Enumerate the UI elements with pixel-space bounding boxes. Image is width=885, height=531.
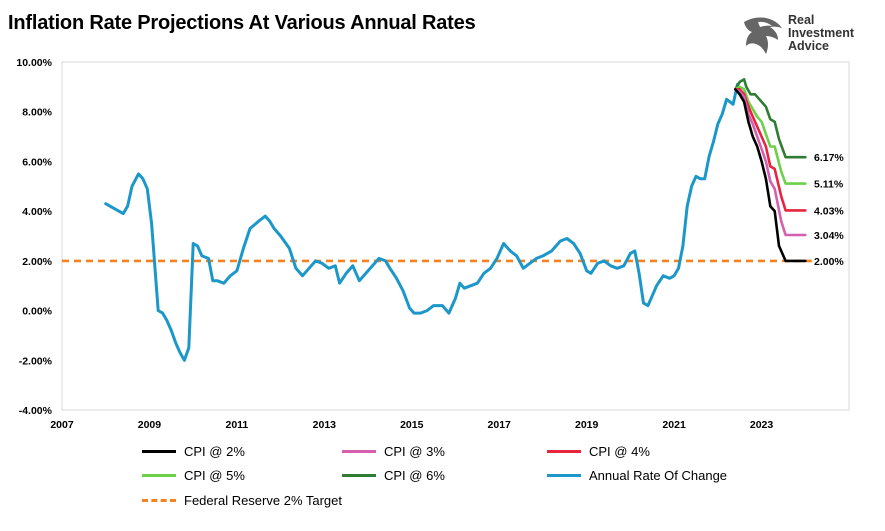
legend-swatch [142, 499, 176, 502]
legend-swatch [547, 474, 581, 477]
y-tick-label: 0.00% [22, 306, 52, 318]
end-value-label: 4.03% [814, 205, 844, 217]
legend-item-cpi2: CPI @ 2% [142, 444, 245, 459]
series-line-cpi5 [733, 85, 807, 185]
x-axis: 2007 2009 2011 2013 2015 2017 2019 2021 2023 [50, 419, 773, 431]
y-tick-label: 4.00% [22, 206, 52, 218]
chart-title: Inflation Rate Projections At Various An… [8, 12, 476, 34]
logo-line-3: Advice [788, 39, 829, 53]
x-tick-label: 2023 [750, 419, 774, 431]
logo-line-1: Real [788, 13, 815, 27]
legend-swatch [547, 450, 581, 453]
legend-item-cpi3: CPI @ 3% [342, 444, 445, 459]
legend-label: CPI @ 3% [384, 444, 445, 459]
end-value-label: 5.11% [814, 179, 844, 191]
series-group [62, 78, 812, 362]
end-labels: 6.17% 5.11% 4.03% 3.04% 2.00% [814, 152, 844, 268]
x-tick-label: 2013 [313, 419, 337, 431]
legend-swatch [342, 474, 376, 477]
legend-swatch [342, 450, 376, 453]
y-tick-label: 10.00% [16, 57, 52, 69]
eagle-icon [744, 17, 782, 54]
legend-label: CPI @ 4% [589, 444, 650, 459]
x-tick-label: 2007 [50, 419, 74, 431]
y-tick-label: -4.00% [19, 405, 53, 417]
x-tick-label: 2015 [400, 419, 424, 431]
end-value-label: 6.17% [814, 152, 844, 164]
series-line-cpi2 [733, 88, 807, 263]
legend-item-annual: Annual Rate Of Change [547, 468, 727, 483]
x-tick-label: 2011 [225, 419, 248, 431]
legend-label: Federal Reserve 2% Target [184, 493, 343, 508]
legend-label: CPI @ 5% [184, 468, 245, 483]
legend-item-cpi6: CPI @ 6% [342, 468, 445, 483]
x-tick-label: 2021 [662, 419, 686, 431]
plot-area [61, 61, 850, 411]
x-tick-label: 2009 [138, 419, 162, 431]
legend-item-cpi5: CPI @ 5% [142, 468, 245, 483]
legend-swatch [142, 474, 176, 477]
legend-swatch [142, 450, 176, 453]
y-tick-label: 2.00% [22, 256, 52, 268]
end-value-label: 2.00% [814, 256, 844, 268]
end-value-label: 3.04% [814, 230, 844, 242]
legend-item-cpi4: CPI @ 4% [547, 444, 650, 459]
legend-label: CPI @ 6% [384, 468, 445, 483]
brand-logo: Real Investment Advice [740, 14, 880, 60]
legend: CPI @ 2% CPI @ 3% CPI @ 4% CPI @ 5% CPI @ 6%… [142, 444, 862, 524]
x-tick-label: 2017 [488, 419, 512, 431]
y-tick-label: 6.00% [22, 156, 52, 168]
legend-item-fed: Federal Reserve 2% Target [142, 493, 342, 508]
logo-line-2: Investment [788, 26, 854, 40]
legend-label: CPI @ 2% [184, 444, 245, 459]
y-axis: 10.00% 8.00% 6.00% 4.00% 2.00% 0.00% -2.00% -4.… [16, 57, 52, 417]
y-tick-label: -2.00% [19, 355, 53, 367]
logo-text: Real Investment Advice [788, 14, 854, 53]
x-tick-label: 2019 [575, 419, 599, 431]
series-line-annual [104, 82, 739, 362]
series-line-cpi6 [733, 78, 807, 159]
legend-label: Annual Rate Of Change [589, 468, 728, 483]
y-tick-label: 8.00% [22, 107, 52, 119]
